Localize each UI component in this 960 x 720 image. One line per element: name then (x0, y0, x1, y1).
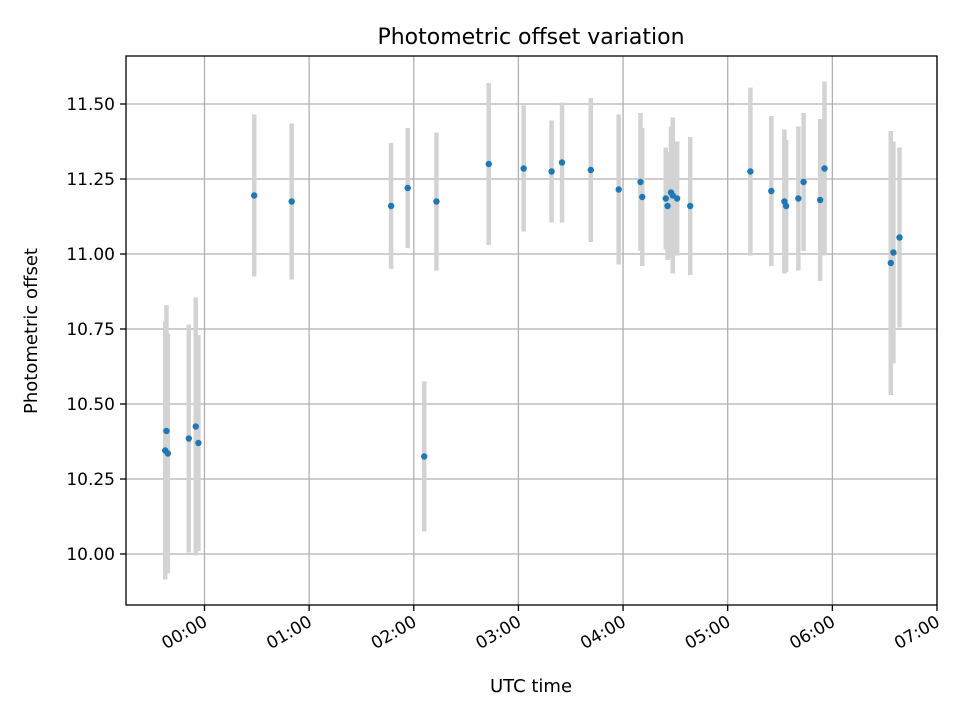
data-point (821, 165, 828, 172)
plot-frame (125, 55, 938, 606)
data-point (195, 439, 202, 447)
data-point (795, 195, 802, 202)
y-axis: 10.00 10.25 10.50 10.75 11.00 11.25 11.50 (66, 95, 126, 565)
y-axis-label: Photometric offset (21, 248, 42, 414)
data-point (288, 198, 295, 205)
y-tick-label: 10.25 (66, 470, 115, 490)
data-point (896, 234, 903, 241)
data-point (615, 186, 622, 193)
data-point (673, 195, 681, 202)
data-point (768, 187, 775, 195)
chart-title: Photometric offset variation (377, 25, 684, 50)
y-tick-label: 11.25 (66, 170, 115, 190)
data-point (250, 192, 258, 199)
data-point (800, 178, 807, 186)
x-axis-label: UTC time (490, 676, 572, 697)
data-point (185, 435, 192, 442)
y-tick-label: 10.75 (66, 320, 115, 340)
y-tick-label: 10.50 (66, 395, 115, 415)
data-point (520, 165, 527, 172)
y-tick-label: 10.00 (66, 545, 115, 565)
data-point (163, 427, 170, 435)
data-point (421, 453, 428, 460)
grid-layer (126, 56, 938, 605)
data-point (890, 249, 897, 256)
data-point (548, 168, 555, 175)
data-point (747, 168, 754, 175)
y-tick-label: 11.00 (66, 245, 115, 265)
y-tick-label: 11.50 (66, 95, 115, 115)
data-point (404, 184, 411, 192)
data-point (558, 159, 566, 166)
data-point (587, 166, 594, 174)
point-layer (162, 159, 903, 460)
data-point (664, 202, 671, 210)
data-point (192, 423, 199, 430)
data-point (887, 259, 894, 267)
data-point (387, 202, 395, 210)
data-point (662, 195, 669, 202)
data-point (164, 450, 172, 457)
data-point (687, 202, 694, 210)
data-point (782, 202, 790, 210)
data-point (485, 160, 492, 168)
data-point (637, 178, 644, 186)
data-point (816, 196, 824, 204)
data-point (433, 198, 440, 205)
data-point (639, 193, 646, 201)
